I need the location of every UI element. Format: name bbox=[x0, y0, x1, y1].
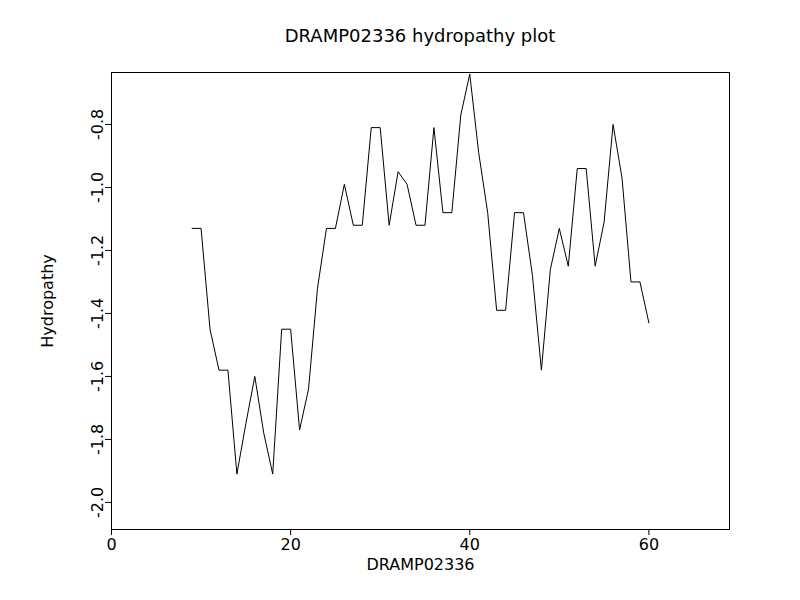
svg-text:-2.0: -2.0 bbox=[88, 487, 107, 518]
svg-text:-1.0: -1.0 bbox=[88, 172, 107, 203]
svg-text:-1.6: -1.6 bbox=[88, 361, 107, 392]
svg-text:-1.4: -1.4 bbox=[88, 298, 107, 329]
html-text:DRAMP02336 hydropathy plot: DRAMP02336 hydropathy plot bbox=[284, 25, 556, 46]
svg-text:60: 60 bbox=[639, 535, 659, 554]
svg-text:-1.2: -1.2 bbox=[88, 235, 107, 266]
svg-text:0: 0 bbox=[106, 535, 116, 554]
svg-text:20: 20 bbox=[280, 535, 300, 554]
svg-text:Hydropathy: Hydropathy bbox=[38, 254, 57, 348]
svg-text:-0.8: -0.8 bbox=[88, 109, 107, 140]
svg-text:-1.8: -1.8 bbox=[88, 424, 107, 455]
svg-text:DRAMP02336: DRAMP02336 bbox=[366, 555, 474, 574]
svg-text:40: 40 bbox=[460, 535, 480, 554]
